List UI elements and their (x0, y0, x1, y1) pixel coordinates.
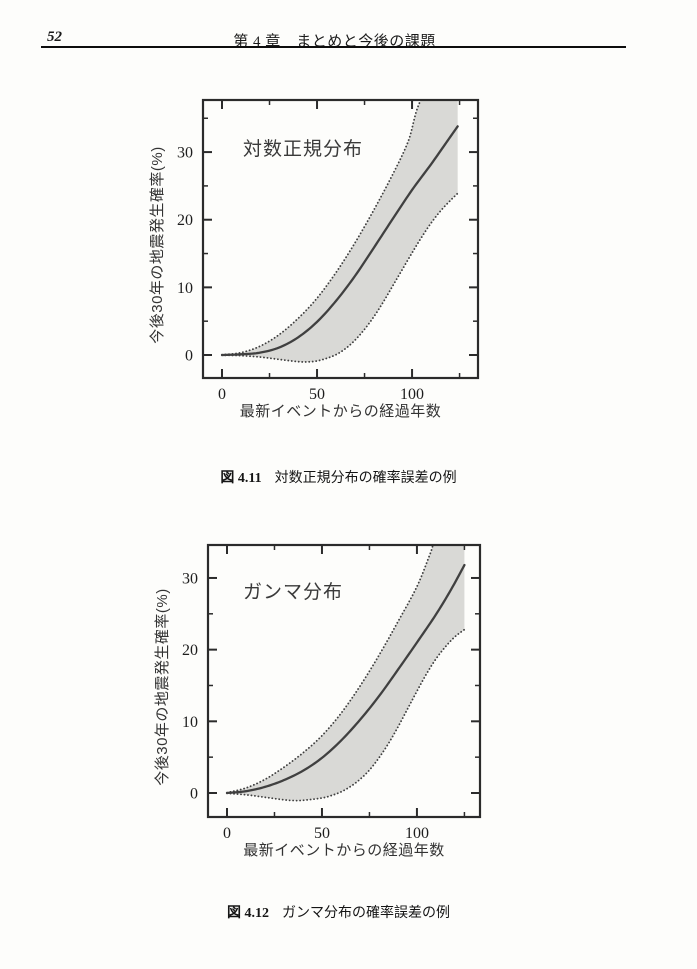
x-tick-label: 100 (405, 825, 429, 842)
x-tick-label: 50 (314, 825, 330, 842)
figure-caption-4-12: 図 4.12 ガンマ分布の確率誤差の例 (0, 902, 687, 922)
x-axis-label: 最新イベントからの経過年数 (240, 403, 442, 420)
plot-content (220, 100, 459, 363)
upper-curve (221, 100, 423, 356)
figure-caption-text: ガンマ分布の確率誤差の例 (282, 906, 450, 921)
y-tick-label: 30 (177, 145, 193, 162)
y-tick-label: 20 (177, 212, 193, 229)
y-tick-label: 0 (190, 785, 198, 802)
y-tick-label: 10 (177, 280, 193, 297)
mean-curve (225, 563, 466, 795)
gamma-distribution-chart: 0 50 100 0 10 20 30 最新イベントからの経過年数 今後30年の地震発生確率(%… (154, 543, 482, 859)
axis-frame (201, 98, 480, 380)
upper-curve (226, 545, 434, 794)
y-axis-label: 今後30年の地震発生確率(%) (149, 146, 166, 344)
y-tick-label: 20 (182, 642, 198, 659)
figure-caption-label: 図 4.12 (227, 906, 269, 921)
page-number: 52 (47, 29, 62, 45)
y-tick-label: 30 (182, 570, 198, 587)
x-axis-label: 最新イベントからの経過年数 (243, 842, 445, 859)
figure-caption-label: 図 4.11 (220, 471, 262, 486)
uncertainty-band (222, 100, 458, 362)
distribution-title: 対数正規分布 (243, 138, 363, 160)
y-tick-label: 10 (182, 714, 198, 731)
x-tick-label: 0 (218, 386, 226, 403)
x-tick-label: 0 (223, 825, 231, 842)
uncertainty-band (226, 545, 465, 801)
y-axis-label: 今後30年の地震発生確率(%) (154, 588, 171, 786)
lognormal-distribution-chart: 0 50 100 0 10 20 30 最新イベントからの経過年数 今後30年の地震発生確率(%… (149, 98, 480, 420)
figure-caption-4-11: 図 4.11 対数正規分布の確率誤差の例 (0, 467, 687, 487)
plot-content (225, 545, 466, 802)
distribution-title: ガンマ分布 (243, 581, 343, 603)
lower-curve (226, 628, 466, 802)
x-tick-label: 50 (309, 386, 325, 403)
figure-caption-text: 対数正規分布の確率誤差の例 (274, 471, 457, 486)
axis-frame (206, 543, 482, 819)
lower-curve (221, 192, 459, 363)
x-tick-label: 100 (400, 386, 424, 403)
y-tick-label: 0 (185, 348, 193, 365)
header-rule (41, 46, 626, 48)
mean-curve (220, 125, 459, 357)
